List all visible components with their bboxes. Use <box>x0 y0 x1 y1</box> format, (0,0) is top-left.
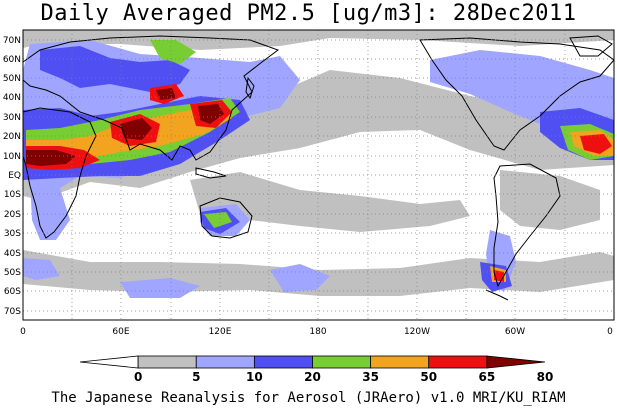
lon-label: 180 <box>309 327 326 337</box>
colorbar-swatch <box>195 355 255 369</box>
coastline-north-america <box>419 37 614 151</box>
lat-label: 60S <box>4 287 21 297</box>
lat-label: 40N <box>3 93 21 103</box>
lon-label: 120E <box>209 327 232 337</box>
lon-label: 0 <box>20 327 26 337</box>
lat-label: 10S <box>4 190 21 200</box>
coastline-australia <box>199 197 253 239</box>
concentration-field <box>23 30 614 320</box>
map-title: Daily Averaged PM2.5 [ug/m3]: 28Dec2011 <box>40 1 577 26</box>
lat-label: 70S <box>4 307 21 317</box>
colorbar-label: 0 <box>134 370 142 384</box>
lat-label: 50N <box>3 74 21 84</box>
colorbar-swatch <box>486 355 546 369</box>
coastline-greenland <box>569 35 613 57</box>
lat-label: 30N <box>3 113 21 123</box>
lat-label: EQ <box>8 171 21 181</box>
plot-frame <box>22 29 615 321</box>
longitude-labels: 0 60E 120E 180 120W 60W 0 <box>20 327 613 337</box>
coastline-japan <box>245 76 255 100</box>
colorbar-swatch <box>253 355 313 369</box>
lon-label: 60E <box>112 327 129 337</box>
colorbar-swatch <box>428 355 488 369</box>
colorbar-label: 5 <box>192 370 200 384</box>
coastline-indonesia <box>195 167 227 179</box>
colorbar-swatch <box>79 355 139 369</box>
lat-label: 60N <box>3 55 21 65</box>
pm25-band-above-80 <box>26 88 224 166</box>
map-gridlines <box>23 30 614 320</box>
colorbar-label: 50 <box>420 370 437 384</box>
lat-label: 50S <box>4 268 21 278</box>
lat-label: 10N <box>3 152 21 162</box>
credit-line: The Japanese Reanalysis for Aerosol (JRA… <box>51 390 566 406</box>
coastline-south-america <box>493 163 561 288</box>
lat-label: 40S <box>4 249 21 259</box>
colorbar-swatch <box>312 355 372 369</box>
colorbar-label: 80 <box>537 370 554 384</box>
colorbar-swatch <box>370 355 430 369</box>
lon-label: 120W <box>404 327 430 337</box>
coastline-antarctic-tip <box>485 289 509 301</box>
lon-label: 0 <box>607 327 613 337</box>
lat-label: 70N <box>3 36 21 46</box>
lat-label: 20N <box>3 132 21 142</box>
colorbar-label: 35 <box>362 370 379 384</box>
colorbar-swatch <box>137 355 197 369</box>
colorbar: 0 5 10 20 35 50 65 80 <box>79 355 554 384</box>
colorbar-label: 65 <box>479 370 496 384</box>
colorbar-label: 10 <box>246 370 263 384</box>
colorbar-label: 20 <box>304 370 321 384</box>
lon-label: 60W <box>505 327 525 337</box>
lat-label: 30S <box>4 229 21 239</box>
lat-label: 20S <box>4 210 21 220</box>
latitude-labels: 70N 60N 50N 40N 30N 20N 10N EQ 10S 20S 3… <box>3 36 21 317</box>
